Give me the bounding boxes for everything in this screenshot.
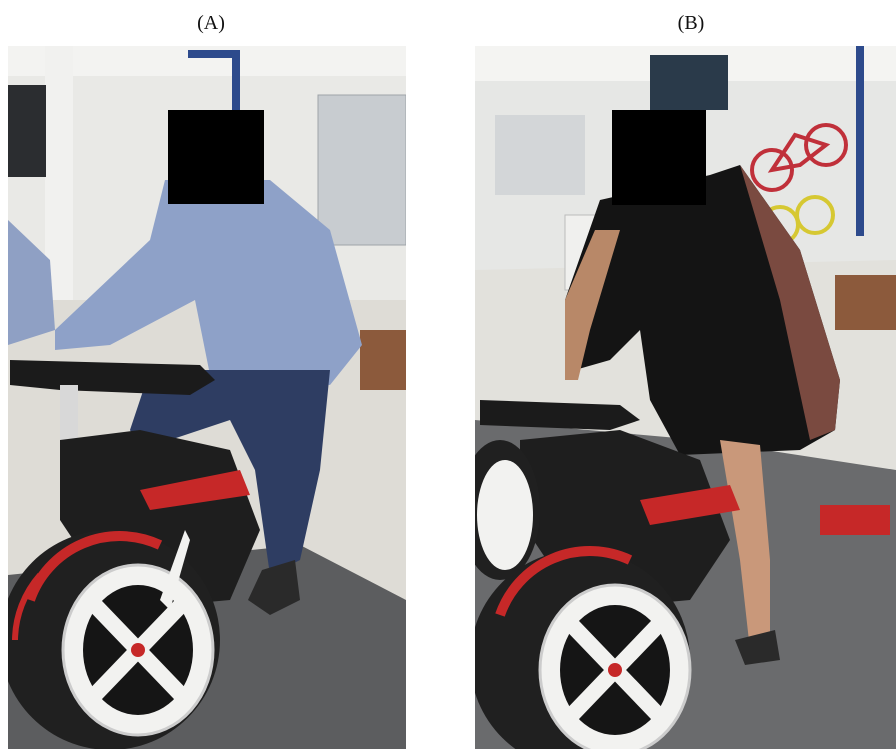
panel-label: (A) (197, 12, 225, 34)
photo-a (8, 46, 406, 749)
panel-label: (B) (678, 12, 705, 34)
photo-b (475, 46, 896, 749)
